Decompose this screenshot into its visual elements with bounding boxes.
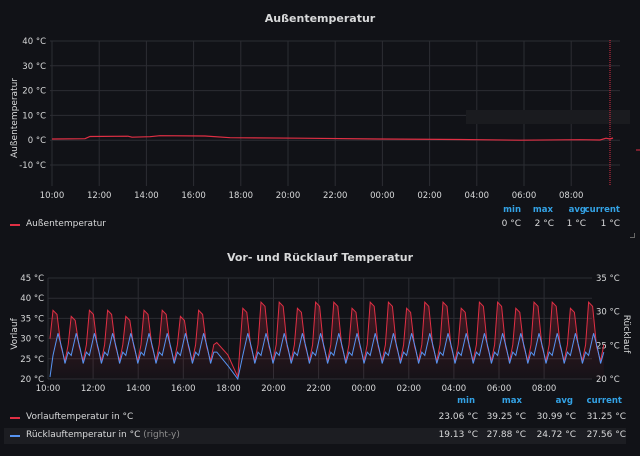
series-current: 27.56 °C [586,430,626,440]
y-ticks-right: 35 °C 30 °C 25 °C 20 °C [596,274,620,385]
legend-header-min[interactable]: min [503,205,521,215]
series-color-swatch[interactable] [10,417,20,419]
flow-temperature-chart[interactable]: Vorlauf Rücklauf 45 °C 40 °C 35 °C 30 °C 25 … [0,244,640,396]
series-max: 39.25 °C [486,412,526,422]
series-current: 1 °C [600,219,620,229]
y-tick-label-right: 25 °C [596,341,620,351]
x-tick-label: 22:00 [323,191,348,201]
y-tick-label-right: 30 °C [596,308,620,318]
flow-temperature-panel[interactable]: Vor- und Rücklauf Temperatur Vorlauf Rüc… [0,244,640,456]
y-tick-label: 45 °C [20,274,44,284]
x-tick-label: 06:00 [487,384,512,394]
panel-title[interactable]: Außentemperatur [264,12,376,25]
legend-header-avg[interactable]: avg [555,396,573,406]
series-avg: 1 °C [566,219,586,229]
outside-temperature-chart[interactable]: Außentemperatur 40 °C 30 °C 20 °C 10 °C 0 °C… [0,0,640,205]
x-tick-label: 00:00 [351,384,376,394]
x-tick-label: 20:00 [261,384,286,394]
y-tick-label-right: 35 °C [596,274,620,284]
y-tick-label: 35 °C [20,314,44,324]
series-axis-suffix: (right-y) [143,430,180,440]
vorlauf-series-line [49,301,605,378]
legend-header-min[interactable]: min [457,396,475,406]
x-tick-label: 12:00 [87,191,112,201]
x-tick-label: 18:00 [216,384,241,394]
y-tick-label: 20 °C [22,87,46,97]
x-tick-label: 16:00 [181,191,206,201]
outside-temperature-series-line [51,135,614,141]
x-tick-label: 10:00 [40,191,65,201]
series-name[interactable]: Vorlauftemperatur in °C [26,412,134,422]
y-tick-label: 30 °C [20,335,44,345]
resize-handle[interactable] [630,233,635,238]
series-min: 19.13 °C [438,430,478,440]
series-min: 23.06 °C [438,412,478,422]
legend-header-max[interactable]: max [532,205,553,215]
vorlauf-area-fill [50,302,604,379]
legend-row[interactable]: Rücklauftemperatur in °C (right-y) 19.13… [4,428,626,444]
series-avg: 30.99 °C [536,412,576,422]
y-ticks-left: 45 °C 40 °C 35 °C 30 °C 25 °C 20 °C [20,274,44,385]
x-tick-label: 16:00 [171,384,196,394]
y-tick-label: 10 °C [22,111,46,121]
legend-header-max[interactable]: max [501,396,522,406]
y-tick-label: 25 °C [20,355,44,365]
series-max: 2 °C [534,219,554,229]
series-color-swatch[interactable] [10,224,20,226]
y-ticks: 40 °C 30 °C 20 °C 10 °C 0 °C -10 °C [19,37,46,171]
ruecklauf-series-line [49,333,605,381]
hover-band [466,110,630,124]
x-tick-label: 02:00 [417,191,442,201]
legend-header-current[interactable]: current [584,205,620,215]
series-max: 27.88 °C [486,430,526,440]
series-name[interactable]: Rücklauftemperatur in °C (right-y) [26,430,180,440]
legend-header-avg[interactable]: avg [568,205,586,215]
series-name[interactable]: Außentemperatur [26,219,107,229]
y-tick-label: 0 °C [28,136,46,146]
x-tick-label: 12:00 [81,384,106,394]
x-tick-label: 14:00 [134,191,159,201]
x-tick-label: 18:00 [229,191,254,201]
legend-row[interactable]: Vorlauftemperatur in °C 23.06 °C 39.25 °… [4,410,626,426]
x-ticks: 10:00 12:00 14:00 16:00 18:00 20:00 22:00 00:00… [36,384,557,394]
y-tick-label-right: 20 °C [596,375,620,385]
y-axis-label-right: Rücklauf [621,315,631,354]
x-tick-label: 06:00 [512,191,537,201]
legend-header-current[interactable]: current [586,396,622,406]
y-tick-label: 30 °C [22,62,46,72]
series-min: 0 °C [501,219,521,229]
y-tick-label: -10 °C [19,161,46,171]
legend-row[interactable]: Außentemperatur 0 °C 2 °C 1 °C 1 °C [4,217,626,233]
outside-temperature-panel[interactable]: Außentemperatur Außentemperatur 40 °C 30 … [0,0,640,240]
y-tick-label: 40 °C [20,294,44,304]
x-tick-label: 02:00 [397,384,422,394]
y-axis-label-left: Vorlauf [10,317,20,349]
x-tick-label: 20:00 [276,191,301,201]
y-tick-label: 20 °C [20,375,44,385]
x-tick-label: 04:00 [465,191,490,201]
x-tick-label: 08:00 [532,384,557,394]
x-ticks: 10:00 12:00 14:00 16:00 18:00 20:00 22:00 00:00… [40,191,584,201]
x-tick-label: 04:00 [442,384,467,394]
x-tick-label: 08:00 [559,191,584,201]
series-current: 31.25 °C [586,412,626,422]
x-tick-label: 00:00 [370,191,395,201]
series-color-swatch[interactable] [10,435,20,437]
y-tick-label: 40 °C [22,37,46,47]
series-avg: 24.72 °C [536,430,576,440]
panel-title[interactable]: Vor- und Rücklauf Temperatur [226,251,414,264]
y-axis-label: Außentemperatur [10,78,20,158]
x-tick-label: 14:00 [126,384,151,394]
x-tick-label: 22:00 [306,384,331,394]
x-tick-label: 10:00 [36,384,61,394]
